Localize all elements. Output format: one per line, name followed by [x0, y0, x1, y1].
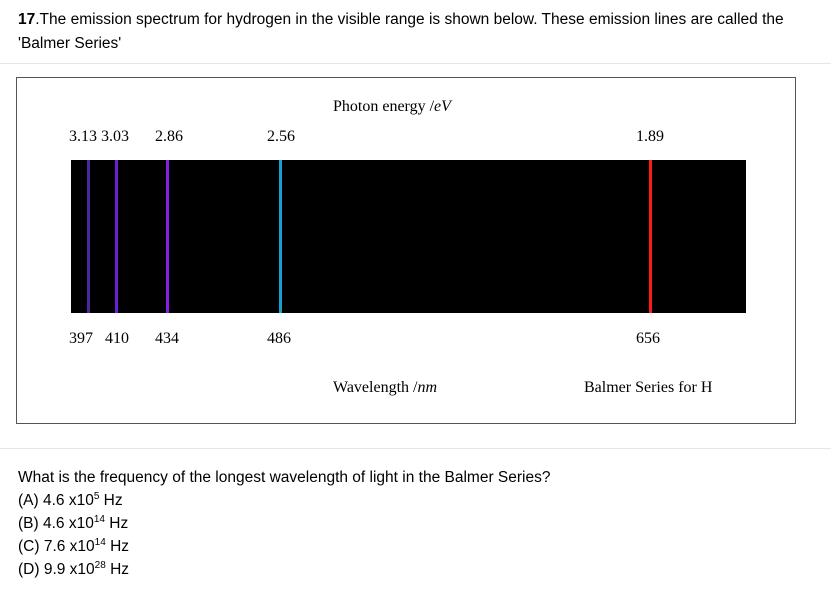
divider-bottom: [0, 448, 831, 449]
energy-label-313-303: 3.13 3.03: [69, 128, 129, 145]
wavelength-label-410: 410: [105, 330, 129, 347]
wavelength-label-656: 656: [636, 330, 660, 347]
wavelength-unit: nm: [417, 379, 438, 396]
energy-label-189: 1.89: [636, 128, 664, 145]
emission-line-656: [649, 160, 652, 313]
question-header: 17.The emission spectrum for hydrogen in…: [18, 8, 818, 56]
answer-option-d[interactable]: (D) 9.9 x1028 Hz: [18, 560, 130, 579]
answer-option-a[interactable]: (A) 4.6 x105 Hz: [18, 491, 123, 510]
question-number: 17: [18, 11, 36, 28]
question-body: What is the frequency of the longest wav…: [18, 466, 818, 581]
wavelength-label-486: 486: [267, 330, 291, 347]
answer-option-c[interactable]: (C) 7.6 x1014 Hz: [18, 537, 130, 556]
emission-line-410: [115, 160, 118, 313]
energy-axis-label: Photon energy /eV: [333, 98, 451, 115]
energy-label-286: 2.86: [155, 128, 183, 145]
emission-line-486: [279, 160, 282, 313]
energy-unit: eV: [434, 98, 451, 115]
question-prompt: What is the frequency of the longest wav…: [18, 469, 551, 486]
emission-line-397: [87, 160, 90, 313]
question-intro: .The emission spectrum for hydrogen in t…: [18, 11, 784, 52]
wavelength-label-434: 434: [155, 330, 179, 347]
wavelength-label-397: 397: [69, 330, 93, 347]
emission-line-434: [166, 160, 169, 313]
figure-caption: Balmer Series for H: [584, 379, 713, 396]
spectrum-figure: Photon energy /eV 3.13 3.03 2.86 2.56 1.…: [16, 77, 796, 424]
divider-top: [0, 63, 831, 64]
spectrum-bar: [71, 160, 746, 313]
wavelength-axis-label: Wavelength /nm: [333, 379, 438, 396]
energy-label-256: 2.56: [267, 128, 295, 145]
answer-option-b[interactable]: (B) 4.6 x1014 Hz: [18, 514, 129, 533]
